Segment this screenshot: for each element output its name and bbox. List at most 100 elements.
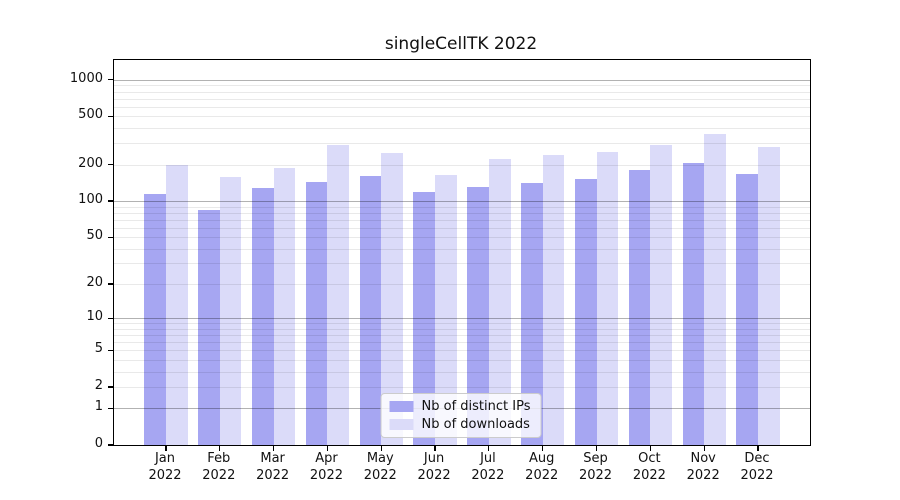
bar-downloads-dec	[758, 146, 780, 445]
gridline-minor	[114, 328, 810, 330]
x-axis-tick	[649, 446, 651, 452]
x-axis-tick	[434, 446, 436, 452]
y-axis-tick	[107, 200, 113, 202]
legend-label-distinct-ips: Nb of distinct IPs	[421, 399, 531, 414]
gridline-minor	[114, 335, 810, 337]
x-tick-year: 2022	[686, 468, 720, 483]
gridline-minor	[114, 206, 810, 208]
x-tick-label-may: May 2022	[348, 450, 412, 484]
x-tick-label-aug: Aug 2022	[510, 450, 574, 484]
x-tick-label-nov: Nov 2022	[671, 450, 735, 484]
bar-distinct-ips-jul	[467, 187, 489, 445]
x-tick-month: Mar	[260, 451, 285, 466]
x-axis-tick	[380, 446, 382, 452]
y-tick-label: 5	[94, 341, 103, 357]
y-axis-tick	[107, 407, 113, 409]
y-axis-tick	[107, 283, 113, 285]
x-tick-label-apr: Apr 2022	[294, 450, 358, 484]
x-axis-tick	[165, 446, 167, 452]
x-tick-label-dec: Dec 2022	[725, 450, 789, 484]
x-tick-month: Jan	[154, 451, 176, 466]
x-axis-tick	[273, 446, 275, 452]
x-axis-tick	[703, 446, 705, 452]
x-tick-month: Apr	[315, 451, 338, 466]
gridline-minor	[114, 128, 810, 130]
bar-distinct-ips-oct	[628, 170, 651, 445]
x-tick-month: Nov	[690, 451, 716, 466]
legend-swatch-distinct-ips-icon	[389, 401, 414, 412]
gridline-minor	[114, 359, 810, 361]
x-tick-year: 2022	[309, 468, 343, 483]
x-tick-label-jun: Jun 2022	[402, 450, 466, 484]
y-axis-tick	[107, 317, 113, 319]
x-tick-year: 2022	[471, 468, 505, 483]
y-tick-label: 10	[86, 309, 103, 325]
x-tick-label-jul: Jul 2022	[456, 450, 520, 484]
x-tick-year: 2022	[417, 468, 451, 483]
gridline-minor	[114, 263, 810, 265]
x-tick-month: Jul	[480, 451, 496, 466]
x-axis-tick	[326, 446, 329, 452]
gridline-minor	[114, 85, 810, 87]
x-axis-tick	[595, 446, 598, 452]
x-tick-month: Dec	[744, 451, 770, 466]
legend-label-downloads: Nb of downloads	[421, 417, 530, 432]
gridline-major	[114, 318, 810, 320]
x-tick-year: 2022	[632, 468, 666, 483]
gridline-minor	[114, 143, 810, 145]
y-tick-label: 500	[78, 107, 103, 123]
gridline-minor	[114, 164, 810, 166]
legend-swatch-downloads-icon	[389, 419, 414, 430]
gridline-minor	[114, 371, 810, 373]
x-tick-year: 2022	[202, 468, 236, 483]
bar-distinct-ips-aug	[521, 182, 543, 445]
bar-downloads-jun	[435, 175, 457, 445]
y-axis-tick	[107, 115, 113, 117]
x-axis-tick	[219, 446, 221, 452]
bar-downloads-aug	[542, 154, 565, 445]
bar-distinct-ips-nov	[682, 162, 705, 445]
gridline-minor	[114, 212, 810, 214]
plot-area	[107, 59, 811, 452]
x-axis-tick	[757, 446, 759, 452]
x-tick-year: 2022	[525, 468, 559, 483]
y-tick-label: 1000	[69, 70, 103, 86]
bar-distinct-ips-jan	[144, 193, 166, 445]
bar-downloads-apr	[327, 144, 350, 445]
x-tick-label-oct: Oct 2022	[617, 450, 681, 484]
bar-downloads-jul	[488, 159, 511, 445]
gridline-minor	[114, 342, 810, 344]
x-axis-tick	[542, 446, 544, 452]
bar-distinct-ips-feb	[198, 209, 220, 445]
y-tick-label: 50	[86, 228, 103, 244]
x-tick-year: 2022	[363, 468, 397, 483]
y-axis-tick	[107, 349, 113, 351]
x-tick-year: 2022	[256, 468, 290, 483]
bar-distinct-ips-jun	[413, 191, 436, 445]
x-tick-label-sep: Sep 2022	[564, 450, 628, 484]
bar-downloads-nov	[704, 133, 726, 445]
x-axis-tick	[488, 446, 490, 452]
y-tick-label: 1	[94, 399, 103, 415]
bar-downloads-oct	[650, 144, 672, 445]
x-tick-label-mar: Mar 2022	[241, 450, 305, 484]
gridline-minor	[114, 350, 810, 352]
gridline-minor	[114, 237, 810, 239]
gridline-minor	[114, 386, 810, 388]
y-axis-tick	[107, 164, 113, 166]
gridline-major	[114, 201, 810, 203]
x-tick-label-jan: Jan 2022	[133, 450, 197, 484]
bar-distinct-ips-mar	[252, 188, 274, 445]
y-tick-label: 2	[94, 377, 103, 393]
y-tick-label: 20	[86, 275, 103, 291]
y-tick-label: 100	[78, 192, 103, 208]
gridline-minor	[114, 98, 810, 100]
x-tick-month: Feb	[207, 451, 231, 466]
x-tick-year: 2022	[578, 468, 613, 483]
x-tick-year: 2022	[740, 468, 774, 483]
gridline-minor	[114, 106, 810, 108]
bar-downloads-sep	[596, 151, 619, 445]
gridline-minor	[114, 284, 810, 286]
legend: Nb of distinct IPs Nb of downloads	[380, 393, 542, 438]
